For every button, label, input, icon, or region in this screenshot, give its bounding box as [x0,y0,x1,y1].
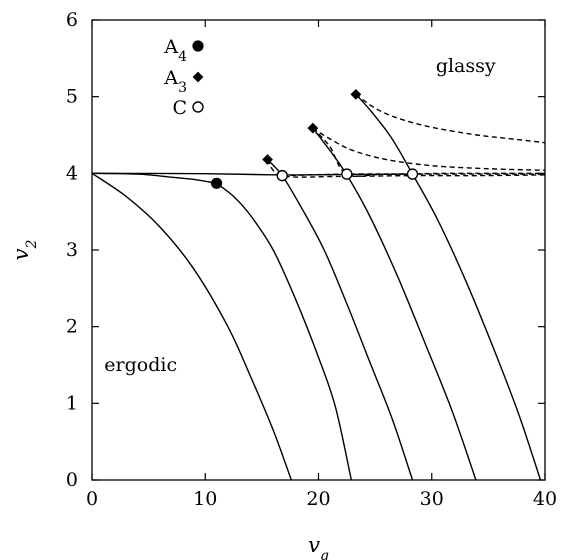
region-label-ergodic: ergodic [104,354,177,376]
ticks-layer: 0 10 20 30 40 0 1 2 3 4 5 6 [66,9,557,510]
x-tick-label: 0 [86,488,98,510]
a3-point [262,154,273,165]
a3-point [307,122,319,134]
solid-curve-4 [312,127,477,481]
c-point [341,168,353,180]
a4-point [210,177,223,189]
markers-layer [210,88,419,189]
solid-curve-1 [91,172,292,481]
y-axis-label: v2 [9,240,40,261]
x-tick-label: 30 [420,488,444,510]
c-point [276,169,288,182]
legend-label: C [172,97,187,119]
legend-marker [192,40,204,52]
solid-curve-0 [91,172,217,184]
x-tick-label: 20 [306,488,330,510]
solid-curve-3 [267,159,414,481]
y-tick-label: 4 [66,162,78,184]
y-tick-label: 5 [66,86,78,108]
legend-marker [192,101,204,113]
dashed-curve-7 [266,159,546,178]
plot-frame [91,19,546,481]
legend-marker [192,71,204,83]
dashed-curve-9 [312,127,546,171]
c-point [406,168,419,180]
legend-label-sub: 4 [178,49,187,65]
a3-point [350,88,362,100]
dashed-curve-10 [355,93,546,144]
legend-label: A3 [163,67,187,96]
y-axis-label-sub: 2 [24,240,40,250]
region-label-glassy: glassy [436,55,496,77]
y-tick-label: 3 [66,239,78,261]
x-axis-label-sub: q [320,548,329,560]
solid-curve-5 [355,93,542,481]
legend-label: A4 [163,36,187,65]
y-tick-label: 2 [66,316,78,338]
y-tick-label: 0 [66,469,78,491]
x-tick-label: 10 [193,488,217,510]
x-tick-label: 40 [533,488,557,510]
y-tick-label: 6 [66,9,78,31]
x-axis-label: vq [308,533,329,560]
solid-curve-2 [216,182,353,481]
y-tick-label: 1 [66,392,78,414]
legend-label-sub: 3 [178,80,187,96]
curves-layer [91,93,546,481]
